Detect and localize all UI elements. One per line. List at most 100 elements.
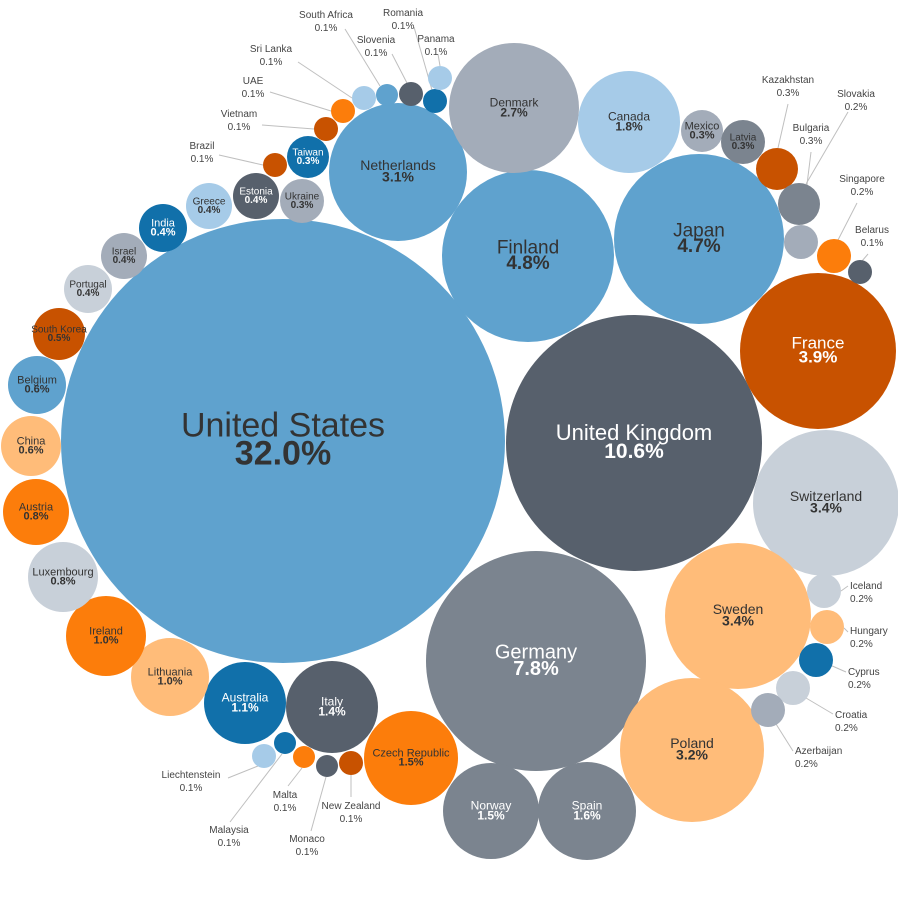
bubble-value-south-africa: 0.1% [315,23,338,34]
bubble-value-slovakia: 0.2% [845,102,868,113]
bubble-value-cyprus: 0.2% [848,680,871,691]
bubble-value-singapore: 0.2% [851,187,874,198]
bubble-value-monaco: 0.1% [296,847,319,858]
bubble-label-india: India [151,217,176,229]
bubble-value-japan: 4.7% [677,236,720,257]
bubble-value-india: 0.4% [150,227,175,239]
bubble-value-taiwan: 0.3% [297,156,320,167]
bubble-label-france: France [792,334,845,353]
bubble-value-netherlands: 3.1% [382,169,414,185]
bubble-label-poland: Poland [670,735,714,751]
bubble-value-slovenia: 0.1% [365,48,388,59]
bubble-label-vietnam: Vietnam [221,109,258,120]
bubble-iceland [807,574,841,608]
bubble-france [740,273,896,429]
bubble-netherlands [329,103,467,241]
bubble-label-sri-lanka: Sri Lanka [250,44,293,55]
bubble-australia [204,662,286,744]
bubble-label-taiwan: Taiwan [292,148,323,159]
bubble-label-singapore: Singapore [839,174,885,185]
bubble-value-czech-republic: 1.5% [398,757,423,769]
bubble-taiwan [287,136,329,178]
bubble-hungary [810,610,844,644]
bubble-label-monaco: Monaco [289,834,325,845]
bubble-value-france: 3.9% [799,348,838,367]
leader-belarus [861,253,869,262]
bubble-label-australia: Australia [222,690,269,704]
bubble-label-portugal: Portugal [69,280,106,291]
bubble-china [1,416,61,476]
leader-vietnam [261,124,315,130]
leader-brazil [218,154,264,166]
bubble-value-ukraine: 0.3% [291,200,314,211]
bubble-value-liechtenstein: 0.1% [180,783,203,794]
bubble-croatia [776,671,810,705]
bubble-value-australia: 1.1% [231,700,259,714]
bubble-value-belgium: 0.6% [24,384,49,396]
bubble-label-czech-republic: Czech Republic [372,747,450,759]
bubble-panama [428,66,452,90]
bubble-label-panama: Panama [417,34,455,45]
bubble-luxembourg [28,542,98,612]
bubble-belgium [8,356,66,414]
bubble-value-germany: 7.8% [513,658,559,680]
bubble-value-sri-lanka: 0.1% [260,57,283,68]
bubble-label-ireland: Ireland [89,625,123,637]
bubble-value-vietnam: 0.1% [228,122,251,133]
leader-panama [437,53,441,67]
bubble-label-united-kingdom: United Kingdom [556,420,713,445]
bubble-switzerland [753,430,898,576]
bubble-label-japan: Japan [673,220,725,241]
leader-slovenia [391,53,408,84]
bubble-austria [3,479,69,545]
bubble-value-switzerland: 3.4% [810,500,842,516]
bubble-label-italy: Italy [321,694,343,708]
bubble-label-belarus: Belarus [855,225,889,236]
bubble-sweden [665,543,811,689]
bubble-value-brazil: 0.1% [191,154,214,165]
bubble-value-china: 0.6% [18,445,43,457]
leader-azerbaijan [775,723,794,752]
bubble-label-greece: Greece [193,197,226,208]
bubble-label-finland: Finland [497,237,559,258]
bubble-label-netherlands: Netherlands [360,157,436,173]
bubble-greece [186,183,232,229]
bubble-label-china: China [17,435,47,447]
leader-malaysia [229,753,283,823]
bubble-value-greece: 0.4% [198,205,221,216]
bubble-value-kazakhstan: 0.3% [777,88,800,99]
bubble-label-latvia: Latvia [730,133,757,144]
bubble-value-iceland: 0.2% [850,594,873,605]
bubble-value-austria: 0.8% [23,511,48,523]
bubble-value-finland: 4.8% [506,253,549,274]
bubble-kazakhstan [756,148,798,190]
bubble-label-slovakia: Slovakia [837,89,875,100]
bubble-latvia [721,120,765,164]
bubble-value-croatia: 0.2% [835,723,858,734]
bubble-label-slovenia: Slovenia [357,35,396,46]
bubble-finland [442,170,614,342]
bubble-vietnam [314,117,338,141]
leader-malta [287,767,303,787]
bubble-singapore [817,239,851,273]
bubble-value-lithuania: 1.0% [157,676,182,688]
bubble-value-new-zealand: 0.1% [340,814,363,825]
bubble-label-sweden: Sweden [713,601,764,617]
bubble-label-ukraine: Ukraine [285,192,320,203]
bubble-label-iceland: Iceland [850,581,882,592]
leader-iceland [840,585,849,592]
leader-sri-lanka [297,61,353,99]
leader-monaco [310,776,327,832]
bubble-label-cyprus: Cyprus [848,667,880,678]
bubble-label-lithuania: Lithuania [148,666,194,678]
bubble-brazil [263,153,287,177]
bubble-value-spain: 1.6% [573,808,601,822]
bubble-label-malta: Malta [273,790,298,801]
bubble-value-bulgaria: 0.3% [800,136,823,147]
bubble-label-denmark: Denmark [490,95,540,109]
bubble-label-luxembourg: Luxembourg [32,566,93,578]
bubble-estonia [233,173,279,219]
bubble-czech-republic [364,711,458,805]
bubble-value-poland: 3.2% [676,747,708,763]
